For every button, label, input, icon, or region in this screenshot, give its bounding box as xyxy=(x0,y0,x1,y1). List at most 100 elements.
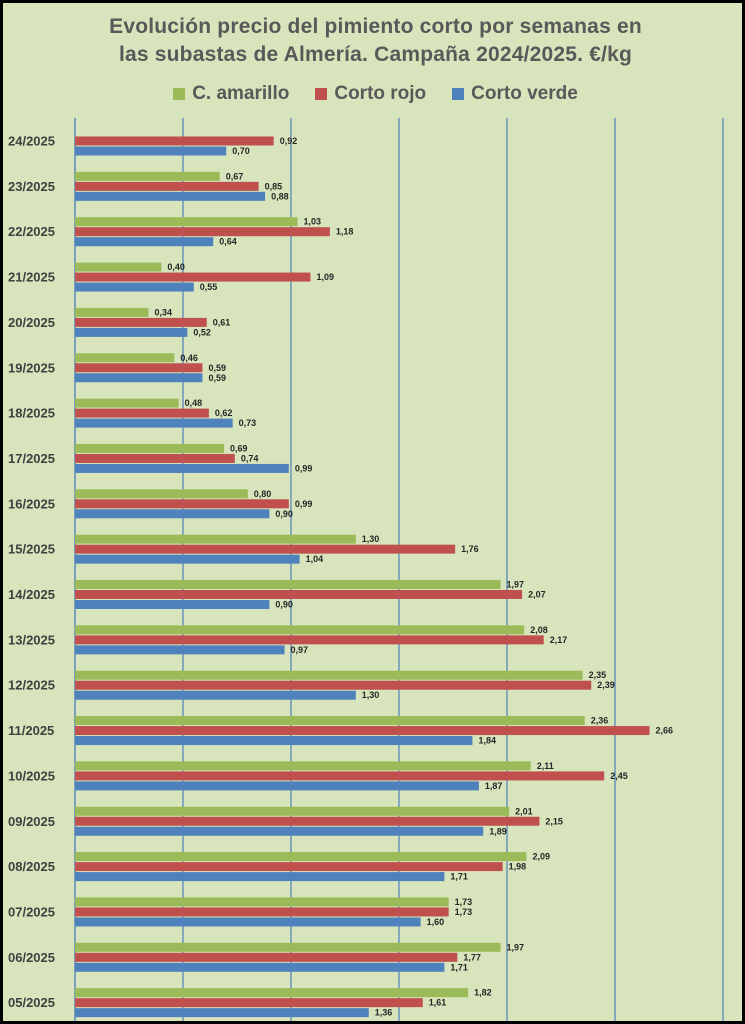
bar xyxy=(75,227,330,237)
bar xyxy=(75,418,233,428)
category-label: 09/2025 xyxy=(8,814,55,829)
data-label: 2,11 xyxy=(537,761,554,771)
bar xyxy=(75,761,531,771)
data-label: 1,18 xyxy=(336,227,354,237)
legend-item-rojo: Corto rojo xyxy=(315,83,426,105)
bar xyxy=(75,625,525,635)
legend-swatch-verde xyxy=(452,88,465,100)
chart-title-line-1: Evolución precio del pimiento corto por … xyxy=(109,15,642,38)
category-label: 08/2025 xyxy=(8,859,55,874)
data-label: 2,01 xyxy=(515,806,533,816)
bar xyxy=(75,509,270,519)
data-label: 2,39 xyxy=(597,680,615,690)
data-label: 1,03 xyxy=(303,217,321,227)
legend-item-amarillo: C. amarillo xyxy=(173,83,289,105)
bar xyxy=(75,872,445,882)
bar xyxy=(75,690,356,700)
bar xyxy=(75,862,503,872)
bar xyxy=(75,998,423,1008)
data-label: 0,67 xyxy=(226,171,244,181)
category-label: 21/2025 xyxy=(8,270,55,285)
bar xyxy=(75,726,650,736)
data-label: 2,66 xyxy=(656,726,674,736)
data-label: 2,07 xyxy=(528,590,546,600)
data-label: 0,74 xyxy=(241,453,259,463)
data-label: 1,84 xyxy=(478,736,496,746)
data-label: 0,90 xyxy=(275,600,293,610)
bar xyxy=(75,171,220,181)
bar xyxy=(75,146,227,156)
bar xyxy=(75,907,449,917)
bar xyxy=(75,544,456,554)
data-label: 1,71 xyxy=(450,962,468,972)
data-label: 0,92 xyxy=(280,136,298,146)
bar xyxy=(75,806,510,816)
bar xyxy=(75,534,356,544)
data-label: 1,30 xyxy=(362,534,380,544)
bar xyxy=(75,781,479,791)
data-label: 0,46 xyxy=(180,353,198,363)
bar xyxy=(75,237,214,247)
data-label: 1,71 xyxy=(450,872,468,882)
bar xyxy=(75,499,289,509)
category-label: 24/2025 xyxy=(8,134,55,149)
data-label: 2,08 xyxy=(530,625,548,635)
category-label: 15/2025 xyxy=(8,542,55,557)
bar xyxy=(75,917,421,927)
data-label: 2,36 xyxy=(591,716,609,726)
legend-item-verde: Corto verde xyxy=(452,83,578,105)
bar xyxy=(75,590,523,599)
category-label: 05/2025 xyxy=(8,995,55,1010)
category-label: 06/2025 xyxy=(8,950,55,965)
data-label: 0,69 xyxy=(230,443,248,453)
bar xyxy=(75,408,209,418)
bar xyxy=(75,282,194,292)
data-label: 2,17 xyxy=(550,635,568,645)
data-label: 0,40 xyxy=(167,262,185,272)
bar xyxy=(75,327,188,337)
data-label: 0,59 xyxy=(208,363,226,373)
category-label: 17/2025 xyxy=(8,451,55,466)
data-label: 1,82 xyxy=(474,988,492,998)
data-label: 0,59 xyxy=(208,373,226,383)
bar xyxy=(75,191,266,201)
data-label: 1,87 xyxy=(485,781,503,791)
bar xyxy=(75,897,449,907)
bar xyxy=(75,852,527,862)
data-label: 1,97 xyxy=(507,942,525,952)
category-label: 16/2025 xyxy=(8,496,55,511)
data-label: 0,62 xyxy=(215,408,233,418)
bar xyxy=(75,736,473,746)
bar xyxy=(75,217,298,227)
bar xyxy=(75,635,544,645)
data-label: 1,09 xyxy=(316,272,334,282)
data-label: 0,99 xyxy=(295,463,313,473)
bar xyxy=(75,645,285,655)
data-label: 1,73 xyxy=(455,907,473,917)
bar xyxy=(75,962,445,972)
data-label: 0,85 xyxy=(265,181,283,191)
bar xyxy=(75,680,592,690)
legend-swatch-amarillo xyxy=(173,88,186,100)
data-label: 1,61 xyxy=(429,998,447,1008)
data-label: 1,77 xyxy=(463,952,481,962)
data-label: 0,52 xyxy=(193,327,211,337)
data-label: 2,45 xyxy=(610,771,628,781)
bar xyxy=(75,942,501,952)
bar xyxy=(75,272,311,282)
category-label: 22/2025 xyxy=(8,224,55,239)
category-label: 07/2025 xyxy=(8,904,55,919)
category-label: 19/2025 xyxy=(8,360,55,375)
legend-label-rojo: Corto rojo xyxy=(334,83,427,104)
bar xyxy=(75,363,203,373)
category-label: 23/2025 xyxy=(8,179,55,194)
data-label: 0,61 xyxy=(213,317,231,327)
bar xyxy=(75,716,585,726)
bar xyxy=(75,136,274,146)
data-label: 0,34 xyxy=(154,307,172,317)
data-label: 0,80 xyxy=(254,489,272,499)
legend: C. amarillo Corto rojo Corto verde xyxy=(3,81,745,107)
data-label: 0,64 xyxy=(219,237,237,247)
bar xyxy=(75,307,149,317)
